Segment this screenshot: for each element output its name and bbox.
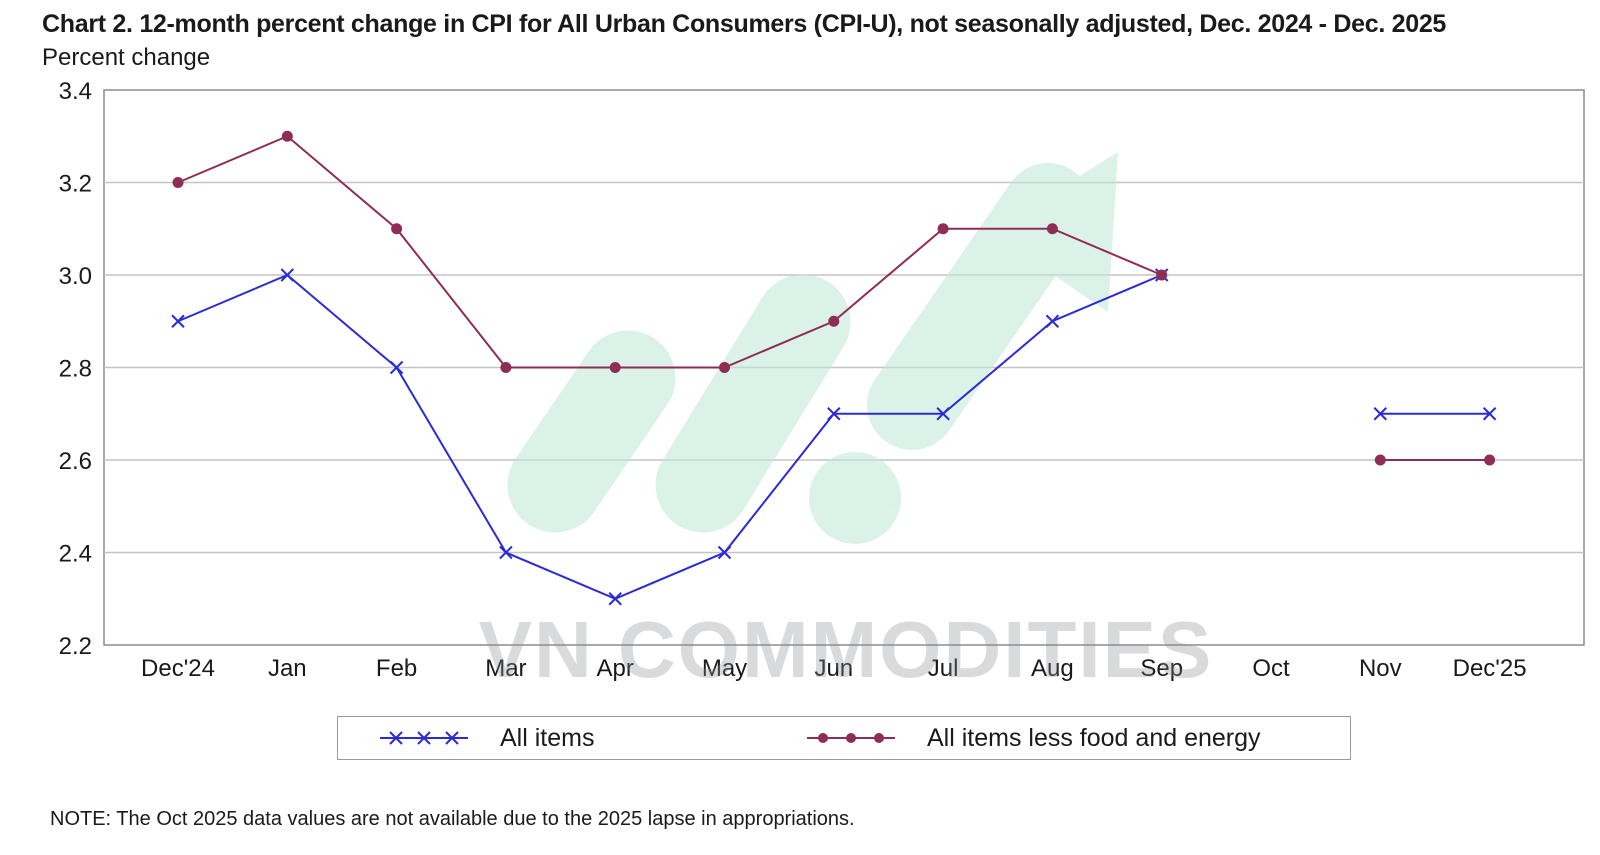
series-line [177,273,1163,600]
data-point [499,545,513,560]
data-point [171,314,185,328]
data-point [389,360,404,375]
x-tick-label: Apr [597,655,634,682]
y-axis-label: Percent change [42,44,211,71]
legend-x-marker-icon [380,731,468,745]
x-tick-label: Feb [376,655,417,682]
legend-item-all-items: All items [378,717,594,759]
data-point [1484,454,1496,466]
data-point [1156,269,1168,281]
x-tick-label: Oct [1252,655,1290,682]
x-tick-label: Jun [814,655,853,682]
series-1 [172,130,1496,466]
x-tick-label: Aug [1031,655,1074,682]
data-point [1045,314,1060,328]
legend-item-core: All items less food and energy [805,717,1261,759]
watermark-text: VN COMMODITIES [479,605,1214,694]
legend-label-all-items: All items [500,723,595,752]
data-point [391,223,403,235]
data-point [1373,407,1388,421]
data-point [828,315,840,327]
data-point [1374,454,1386,466]
chart-title: Chart 2. 12-month percent change in CPI … [42,10,1447,38]
y-tick-label: 2.4 [59,541,92,568]
data-point [1482,407,1497,421]
data-point [281,130,293,142]
data-point [500,362,512,373]
y-tick-label: 3.4 [59,78,92,105]
data-point [609,362,621,373]
chart-note: NOTE: The Oct 2025 data values are not a… [50,808,855,830]
watermark-logo [507,152,1118,544]
series-line [177,135,1163,369]
y-tick-label: 3.2 [59,171,92,198]
y-tick-label: 3.0 [59,263,92,290]
legend-label-core: All items less food and energy [927,723,1261,752]
data-point [608,592,622,606]
legend: All items All items less food and energy [337,716,1351,760]
x-tick-label: Sep [1140,655,1183,682]
series-0 [171,268,1497,606]
data-point [717,545,732,560]
x-tick-label: May [702,655,747,682]
y-tick-label: 2.2 [59,633,92,660]
x-tick-label: Nov [1359,655,1402,682]
x-tick-label: Dec'25 [1453,655,1527,682]
legend-dot-marker-icon [807,733,895,743]
data-point [827,407,841,421]
data-point [937,223,949,235]
x-tick-label: Mar [485,655,526,682]
data-point [172,177,184,188]
x-tick-label: Jul [928,655,959,682]
y-tick-label: 2.8 [59,356,92,383]
grid-layer [104,181,1584,554]
y-tick-label: 2.6 [59,448,92,475]
x-tick-label: Jan [268,655,307,682]
data-point [936,407,950,421]
data-point [719,362,730,373]
series-layer [171,130,1497,606]
x-tick-labels: Dec'24 Jan Feb Mar Apr May Jun Jul Aug Sep Oct Nov D… [141,655,1527,682]
data-point [1046,223,1058,235]
x-tick-label: Dec'24 [141,655,215,682]
y-tick-labels: 3.4 3.2 3.0 2.8 2.6 2.4 2.2 [59,78,92,660]
data-point [280,268,295,282]
